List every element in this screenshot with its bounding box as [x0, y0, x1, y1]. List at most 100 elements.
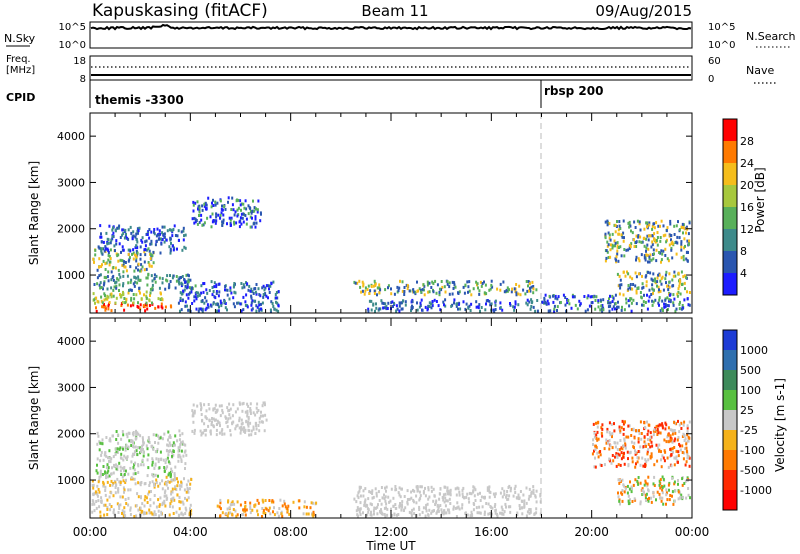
echo-cell — [249, 511, 252, 515]
echo-cell — [235, 514, 238, 518]
echo-cell — [134, 445, 137, 449]
echo-cell — [99, 281, 102, 285]
echo-cell — [384, 499, 387, 503]
echo-cell — [245, 222, 248, 226]
echo-cell — [125, 478, 127, 482]
echo-cell — [652, 490, 655, 494]
echo-cell — [422, 491, 425, 495]
echo-cell — [129, 513, 132, 516]
echo-cell — [169, 449, 172, 453]
echo-cell — [481, 282, 484, 285]
echo-cell — [631, 277, 634, 281]
echo-cell — [152, 513, 155, 517]
echo-cell — [528, 289, 530, 293]
echo-cell — [622, 432, 625, 436]
echo-cell — [104, 247, 107, 251]
echo-cell — [607, 243, 610, 247]
echo-cell — [532, 488, 535, 492]
echo-cell — [169, 475, 172, 479]
echo-cell — [627, 494, 630, 498]
echo-cell — [105, 436, 108, 439]
echo-cell — [614, 223, 617, 227]
echo-cell — [380, 299, 383, 303]
echo-cell — [620, 283, 623, 287]
echo-cell — [677, 479, 679, 482]
echo-cell — [267, 509, 270, 513]
colorbar-swatch — [723, 450, 737, 470]
echo-cell — [646, 482, 649, 486]
echo-cell — [355, 500, 358, 504]
echo-cell — [112, 494, 115, 498]
echo-cell — [150, 239, 153, 243]
echo-cell — [109, 460, 112, 464]
echo-cell — [228, 413, 231, 417]
echo-cell — [100, 265, 103, 268]
echo-cell — [428, 305, 431, 308]
echo-cell — [129, 508, 132, 512]
echo-cell — [179, 455, 182, 459]
echo-cell — [256, 509, 259, 513]
echo-cell — [673, 297, 676, 301]
echo-cell — [92, 493, 95, 497]
echo-cell — [636, 479, 639, 483]
echo-cell — [183, 488, 186, 492]
echo-cell — [148, 438, 151, 442]
echo-cell — [408, 497, 411, 501]
echo-cell — [412, 488, 414, 492]
echo-cell — [380, 508, 382, 512]
echo-cell — [154, 513, 157, 517]
echo-cell — [100, 496, 103, 500]
echo-cell — [125, 297, 128, 301]
echo-cell — [92, 483, 95, 487]
echo-cell — [394, 503, 397, 506]
echo-cell — [106, 294, 109, 298]
echo-cell — [215, 290, 218, 293]
echo-cell — [645, 246, 648, 250]
echo-cell — [229, 433, 232, 437]
echo-cell — [622, 427, 625, 431]
echo-cell — [657, 424, 660, 428]
echo-cell — [362, 489, 365, 493]
echo-cell — [231, 414, 234, 418]
echo-cell — [204, 308, 207, 312]
echo-cell — [468, 304, 471, 308]
echo-cell — [173, 224, 176, 228]
echo-cell — [614, 455, 616, 459]
echo-cell — [142, 454, 145, 458]
echo-cell — [677, 290, 680, 294]
echo-cell — [642, 300, 645, 304]
echo-cell — [163, 494, 166, 498]
echo-cell — [171, 234, 174, 238]
echo-cell — [660, 458, 662, 462]
echo-cell — [223, 205, 226, 209]
echo-cell — [444, 496, 447, 500]
echo-cell — [220, 211, 223, 215]
echo-cell — [184, 496, 186, 500]
echo-cell — [122, 284, 124, 288]
echo-cell — [412, 507, 415, 511]
echo-cell — [499, 491, 502, 495]
echo-cell — [686, 239, 689, 243]
echo-cell — [139, 253, 142, 257]
echo-cell — [659, 251, 662, 255]
echo-cell — [219, 507, 222, 511]
echo-cell — [640, 253, 643, 257]
echo-cell — [199, 402, 202, 406]
echo-cell — [634, 450, 637, 454]
echo-cell — [257, 287, 260, 291]
echo-cell — [597, 299, 600, 303]
echo-cell — [184, 304, 187, 308]
echo-cell — [198, 210, 201, 214]
echo-cell — [419, 494, 422, 498]
echo-cell — [233, 305, 236, 309]
echo-cell — [390, 487, 393, 491]
echo-cell — [254, 215, 257, 219]
echo-cell — [505, 288, 508, 292]
echo-cell — [436, 283, 439, 287]
echo-cell — [430, 485, 433, 489]
colorbar-tick-label: 28 — [740, 135, 754, 148]
echo-cell — [507, 505, 510, 509]
echo-cell — [616, 305, 618, 309]
echo-cell — [123, 473, 126, 476]
echo-cell — [663, 459, 666, 463]
